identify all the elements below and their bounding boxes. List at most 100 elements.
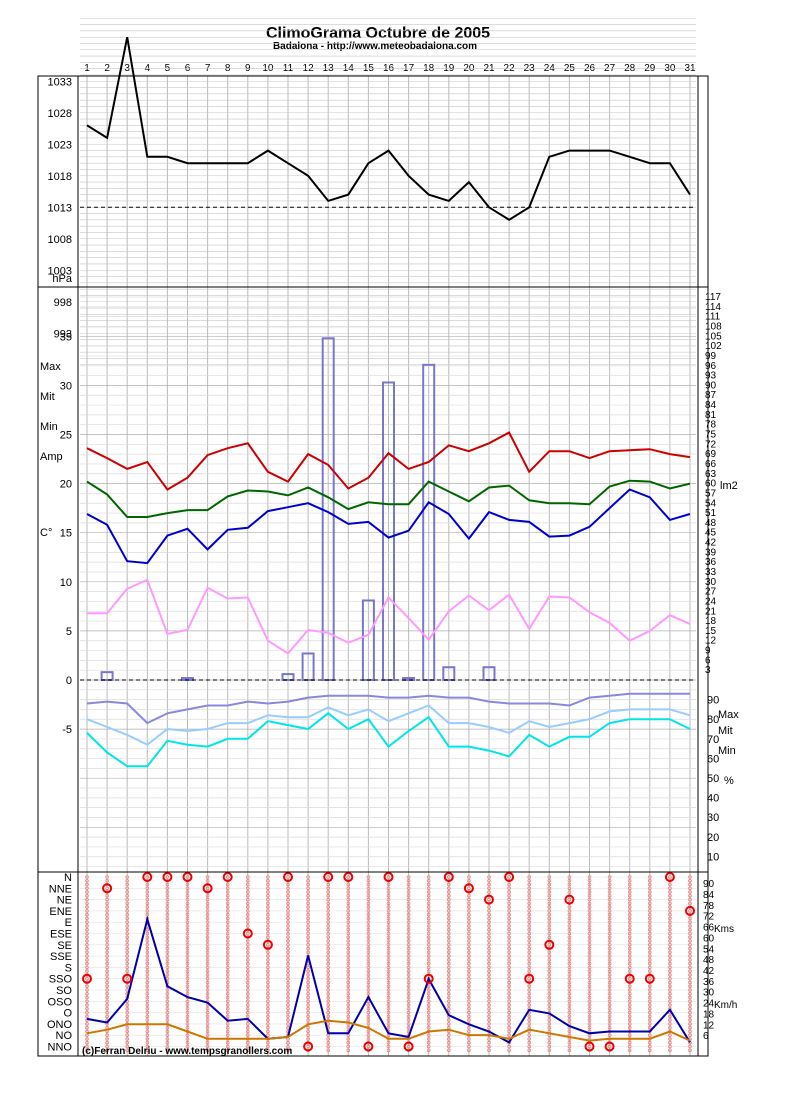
- wind-frequency-dot: [85, 909, 89, 913]
- wind-frequency-dot: [386, 976, 391, 981]
- wind-frequency-dot: [346, 946, 351, 951]
- wind-frequency-dot: [668, 1040, 672, 1045]
- wind-frequency-dot: [587, 882, 592, 887]
- wind-frequency-dot: [286, 980, 290, 985]
- wind-frequency-dot: [547, 886, 552, 891]
- wind-frequency-dot: [185, 905, 190, 909]
- wind-frequency-dot: [527, 1037, 531, 1041]
- wind-frequency-dot: [527, 909, 531, 913]
- wind-frequency-dot: [105, 984, 109, 988]
- wind-frequency-dot: [386, 935, 391, 940]
- wind-frequency-dot: [386, 946, 391, 951]
- wind-frequency-dot: [326, 935, 331, 940]
- wind-frequency-dot: [507, 958, 511, 962]
- wind-direction-label: SSE: [50, 951, 72, 963]
- wind-frequency-dot: [125, 931, 129, 936]
- wind-frequency-dot: [366, 1006, 371, 1011]
- wind-frequency-dot: [306, 995, 310, 1000]
- wind-frequency-dot: [668, 893, 672, 898]
- wind-frequency-dot: [406, 905, 411, 909]
- wind-frequency-dot: [547, 1006, 552, 1011]
- wind-frequency-dot: [85, 976, 89, 981]
- wind-frequency-dot: [346, 991, 351, 996]
- wind-frequency-dot: [205, 1044, 210, 1049]
- wind-frequency-dot: [205, 976, 210, 981]
- wind-direction-label: ONO: [47, 1019, 73, 1031]
- wind-frequency-dot: [286, 984, 290, 988]
- wind-frequency-dot: [205, 897, 210, 902]
- wind-frequency-dot: [85, 901, 89, 906]
- wind-frequency-dot: [85, 1044, 89, 1049]
- wind-frequency-dot: [326, 1006, 331, 1011]
- wind-frequency-dot: [205, 958, 210, 962]
- wind-frequency-dot: [165, 1033, 170, 1037]
- wind-frequency-dot: [306, 980, 310, 985]
- wind-frequency-dot: [205, 973, 210, 977]
- wind-frequency-dot: [627, 893, 632, 898]
- wind-frequency-dot: [145, 950, 150, 955]
- wind-frequency-dot: [647, 1044, 652, 1049]
- wind-frequency-dot: [668, 950, 672, 955]
- wind-frequency-dot: [487, 1014, 491, 1019]
- wind-frequency-dot: [105, 912, 109, 917]
- wind-frequency-dot: [467, 965, 471, 970]
- wind-frequency-dot: [627, 1018, 632, 1022]
- rain-unit-label: lm2: [720, 480, 738, 492]
- wind-frequency-dot: [406, 890, 411, 894]
- wind-frequency-dot: [627, 905, 632, 909]
- wind-frequency-dot: [688, 927, 692, 932]
- wind-frequency-dot: [386, 1010, 391, 1015]
- wind-frequency-dot: [246, 995, 250, 1000]
- wind-frequency-dot: [286, 991, 290, 996]
- wind-frequency-dot: [487, 912, 491, 917]
- wind-frequency-dot: [587, 991, 592, 996]
- rain-tick-label: 42: [705, 538, 717, 549]
- wind-frequency-dot: [607, 969, 612, 973]
- wind-frequency-dot: [205, 991, 210, 996]
- wind-frequency-dot: [205, 909, 210, 913]
- wind-frequency-dot: [386, 1022, 391, 1026]
- wind-frequency-dot: [165, 875, 170, 879]
- wind-frequency-dot: [607, 916, 612, 921]
- wind-frequency-dot: [185, 1037, 190, 1041]
- wind-frequency-dot: [527, 1003, 531, 1007]
- wind-frequency-dot: [668, 1044, 672, 1049]
- wind-frequency-dot: [165, 991, 170, 996]
- wind-frequency-dot: [607, 980, 612, 985]
- wind-frequency-dot: [627, 886, 632, 891]
- wind-frequency-dot: [266, 916, 270, 921]
- wind-frequency-dot: [105, 1003, 109, 1007]
- wind-frequency-dot: [406, 973, 411, 977]
- wind-frequency-dot: [487, 920, 491, 924]
- dominant-direction-marker: [343, 872, 354, 882]
- dominant-direction-marker: [443, 872, 454, 882]
- wind-frequency-dot: [647, 984, 652, 988]
- wind-frequency-dot: [225, 1029, 230, 1034]
- wind-frequency-dot: [105, 942, 109, 947]
- wind-frequency-dot: [527, 912, 531, 917]
- wind-frequency-dot: [185, 935, 190, 940]
- wind-frequency-dot: [567, 882, 572, 887]
- wind-frequency-dot: [145, 984, 150, 988]
- wind-frequency-dot: [306, 973, 310, 977]
- wind-frequency-dot: [306, 1003, 310, 1007]
- wind-frequency-dot: [607, 1003, 612, 1007]
- wind-frequency-dot: [527, 927, 531, 932]
- wind-frequency-dot: [627, 924, 632, 928]
- wind-frequency-dot: [145, 897, 150, 902]
- wind-frequency-dot: [165, 999, 170, 1004]
- wind-frequency-dot: [668, 958, 672, 962]
- wind-frequency-dot: [647, 909, 652, 913]
- wind-frequency-dot: [366, 946, 371, 951]
- wind-frequency-dot: [386, 1006, 391, 1011]
- wind-frequency-dot: [366, 886, 371, 891]
- wind-frequency-dot: [688, 897, 692, 902]
- wind-frequency-dot: [426, 958, 431, 962]
- wind-frequency-dot: [668, 916, 672, 921]
- wind-frequency-dot: [326, 946, 331, 951]
- wind-frequency-dot: [507, 1018, 511, 1022]
- wind-frequency-dot: [567, 1029, 572, 1034]
- wind-frequency-dot: [547, 976, 552, 981]
- humidity-line-mit: [86, 704, 691, 746]
- wind-frequency-dot: [647, 1048, 652, 1053]
